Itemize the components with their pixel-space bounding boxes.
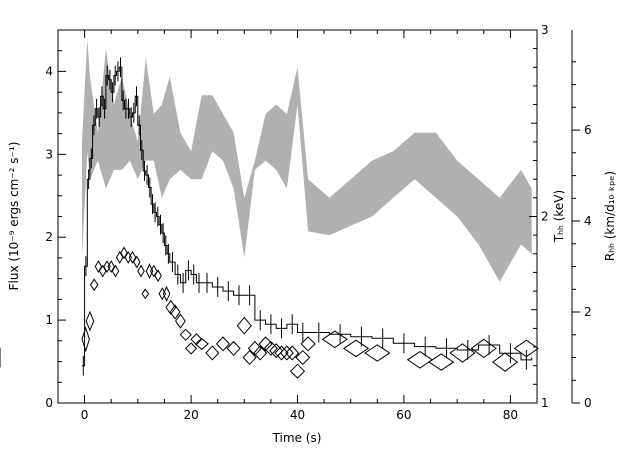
radius-diamond (300, 336, 316, 352)
radius-diamond (141, 288, 150, 300)
radius-diamond (184, 342, 198, 355)
y-tick-label-left: 0 (45, 396, 53, 410)
y-tick-label-left: 4 (45, 64, 53, 78)
radius-tick-label: 6 (584, 123, 592, 137)
radius-diamond (174, 313, 186, 329)
y-tick-label-left: 3 (45, 147, 53, 161)
x-tick-label: 80 (503, 408, 518, 422)
tick-layer: 0 20 40 60 80 0 1 2 3 4 1 2 3 0 2 4 6 (45, 23, 591, 422)
radius-diamond (162, 285, 171, 302)
radius-diamond (279, 345, 294, 361)
radius-diamond (247, 340, 262, 356)
radius-tick-label: 0 (584, 396, 592, 410)
radius-diamond (321, 330, 348, 349)
radius-diamond (94, 260, 103, 274)
radius-diamond (258, 336, 273, 352)
temperature-tick-label: 2 (541, 210, 549, 224)
radius-diamond (158, 287, 167, 301)
radius-diamond (150, 264, 158, 278)
y-tick-label-left: 1 (45, 313, 53, 327)
x-tick-label: 0 (81, 408, 89, 422)
x-tick-label: 20 (183, 408, 198, 422)
radius-diamond (85, 310, 95, 332)
radius-diamond (194, 337, 209, 350)
radius-diamond (133, 255, 141, 269)
radius-diamond (215, 336, 231, 352)
radius-diamond (295, 349, 311, 366)
radius-diamond (253, 345, 268, 361)
temperature-band-layer (82, 39, 532, 282)
radius-diamond (154, 269, 162, 283)
radius-diamond (107, 260, 115, 273)
radius-diamond (364, 344, 391, 362)
radius-diamond (236, 316, 252, 335)
temperature-tick-label: 3 (541, 23, 549, 37)
temperature-tick-label: 1 (541, 396, 549, 410)
radius-tick-label: 2 (584, 305, 592, 319)
radius-diamond (169, 304, 181, 320)
y-tick-label-left: 2 (45, 230, 53, 244)
radius-diamond (205, 345, 220, 361)
radius-diamond (120, 246, 128, 260)
radius-diamond (342, 339, 370, 358)
temperature-band (82, 39, 532, 282)
radius-diamond (124, 251, 132, 264)
radius-diamond (449, 343, 476, 363)
radius-diamond (470, 338, 497, 359)
y-axis-label-radius: Rₕₕ (km/d₁₀ ₖₚₑ) (603, 171, 617, 261)
radius-diamond (406, 350, 434, 369)
radius-tick-label: 4 (584, 214, 592, 228)
radius-diamond (145, 263, 154, 280)
flux-histogram-layer (0, 57, 533, 376)
y-axis-label-left: Flux (10⁻⁹ ergs cm⁻² s⁻¹) (7, 142, 21, 291)
radius-diamond (137, 264, 145, 278)
radius-diamond (269, 343, 284, 359)
radius-diamond (165, 299, 177, 316)
radius-diamond (428, 353, 455, 371)
radius-diamond (128, 251, 137, 264)
radius-diamond (289, 363, 306, 379)
radius-diamond (89, 278, 99, 292)
radius-diamond (513, 339, 539, 358)
radius-diamond (242, 349, 257, 366)
y-axis-label-temperature: Tₕₕ (keV) (552, 190, 566, 243)
x-tick-label: 40 (290, 408, 305, 422)
radius-diamond (111, 264, 120, 278)
radius-diamond (263, 340, 278, 356)
radius-diamond (179, 328, 192, 341)
radius-diamond (491, 352, 519, 372)
radius-diamond (81, 326, 90, 353)
radius-diamond (98, 264, 107, 278)
x-axis-label: Time (s) (272, 431, 322, 445)
radius-diamond (103, 260, 111, 273)
flux-histogram-line (82, 66, 533, 367)
radius-diamond-layer (81, 246, 539, 379)
radius-diamond (274, 345, 289, 361)
radius-diamond (226, 340, 241, 356)
radius-diamond (285, 345, 300, 361)
x-tick-label: 60 (396, 408, 411, 422)
radius-diamond (115, 251, 124, 264)
